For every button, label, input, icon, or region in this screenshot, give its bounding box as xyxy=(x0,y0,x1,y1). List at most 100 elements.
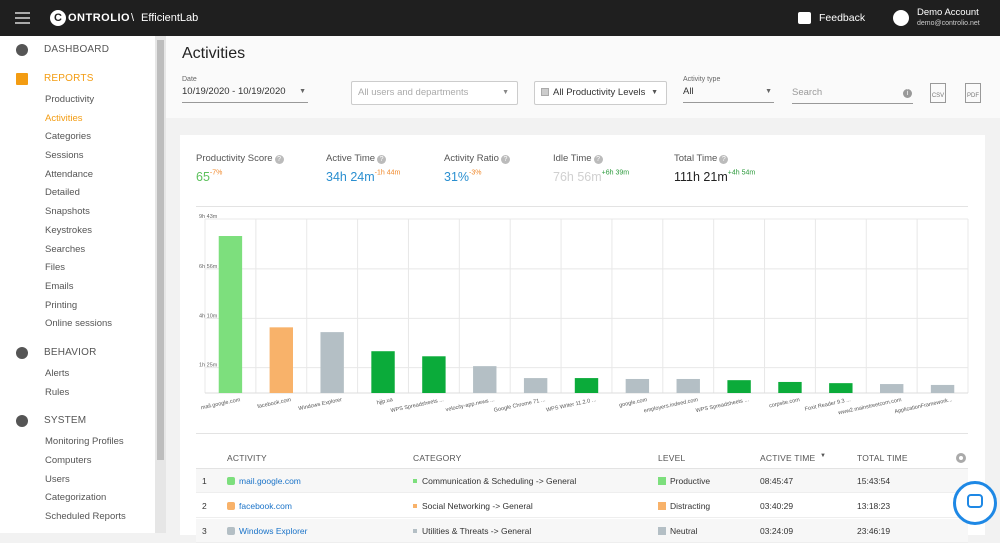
nav-item[interactable]: Sessions xyxy=(45,150,84,162)
y-tick-label: 9h 43m xyxy=(199,214,218,220)
stat-value: 34h 24m xyxy=(326,170,375,184)
level-text: Productive xyxy=(670,476,711,486)
levels-value: All Productivity Levels xyxy=(553,87,646,98)
feedback-button[interactable]: Feedback xyxy=(819,12,866,24)
nav-item[interactable]: Productivity xyxy=(45,94,95,105)
total-time: 15:43:54 xyxy=(857,476,891,486)
table-settings[interactable] xyxy=(956,453,966,463)
x-tick-label: mail.google.com xyxy=(200,397,241,411)
menu-button[interactable] xyxy=(15,12,30,24)
nav-section-label: REPORTS xyxy=(44,73,94,84)
nav-item[interactable]: Files xyxy=(45,262,66,274)
sidebar: DASHBOARD REPORTS Productivity Activities Ca… xyxy=(0,36,155,533)
level-chip xyxy=(658,502,666,510)
stat-label-text: Total Time xyxy=(674,153,718,164)
nav-icon xyxy=(16,415,28,428)
search-input[interactable]: Search i xyxy=(792,87,913,104)
stat-label-text: Idle Time xyxy=(553,153,592,164)
company: EfficientLab xyxy=(141,12,199,24)
date-picker[interactable]: 10/19/2020 - 10/19/2020 ▼ xyxy=(182,86,308,103)
nav-item[interactable]: Activities xyxy=(45,112,83,124)
stat-delta: +6h 39m xyxy=(601,169,630,177)
chart: 1h 25m 4h 10m 6h 56m 9h 43m mail.google.com f… xyxy=(199,214,969,417)
nav-section-title[interactable]: SYSTEM xyxy=(0,409,155,433)
nav-item[interactable]: Categorization xyxy=(45,492,107,504)
activity-link[interactable]: facebook.com xyxy=(239,501,292,511)
nav-section-title[interactable]: DASHBOARD xyxy=(0,38,155,62)
nav-section-title[interactable]: REPORTS xyxy=(0,67,155,91)
nav-item[interactable]: Monitoring Profiles xyxy=(45,436,124,448)
stat-value-row: 76h 56m+6h 39m xyxy=(553,168,629,186)
nav-item[interactable]: Attendance xyxy=(45,168,94,180)
chat-button[interactable] xyxy=(953,481,997,525)
page-title: Activities xyxy=(182,45,246,62)
nav-item[interactable]: Detailed xyxy=(45,187,80,199)
stat-value-row: 65-7% xyxy=(196,168,284,186)
nav-section-label: BEHAVIOR xyxy=(44,346,97,358)
activity-type-select[interactable]: All ▼ xyxy=(683,86,774,103)
nav-icon xyxy=(16,73,28,85)
bar xyxy=(320,332,344,393)
nav-item[interactable]: Rules xyxy=(45,386,70,398)
nav-item[interactable]: Emails xyxy=(45,280,74,292)
bar xyxy=(930,384,955,393)
y-tick-label: 1h 25m xyxy=(199,363,218,369)
scroll-thumb[interactable] xyxy=(157,40,164,460)
stat-delta: -3% xyxy=(469,169,482,177)
nav-section: REPORTS Productivity Activities Categories S… xyxy=(0,67,155,334)
stat: Idle Time? 76h 56m+6h 39m xyxy=(553,153,629,186)
sort-icon[interactable]: ▼ xyxy=(820,453,826,459)
date-value: 10/19/2020 - 10/19/2020 xyxy=(182,86,286,97)
activity-link[interactable]: Windows Explorer xyxy=(239,526,308,536)
nav-item[interactable]: Categories xyxy=(45,131,91,143)
stat-label: Idle Time? xyxy=(553,153,629,164)
search-placeholder: Search xyxy=(792,87,823,98)
date-label: Date xyxy=(182,76,197,83)
nav-item[interactable]: Searches xyxy=(45,243,86,255)
level-chip xyxy=(658,527,666,535)
top-bar: C ONTROLIO \ EfficientLab Feedback Demo … xyxy=(0,0,1000,36)
category-cell: Utilities & Threats -> General xyxy=(413,526,531,536)
account-name[interactable]: Demo Account xyxy=(917,7,979,18)
nav-item[interactable]: Snapshots xyxy=(45,206,90,218)
x-tick-label: hjjp.ua xyxy=(376,397,394,406)
stat-label: Activity Ratio? xyxy=(444,153,510,164)
nav-icon xyxy=(16,346,28,359)
stat-value-row: 31%-3% xyxy=(444,168,510,186)
x-tick-label: google.com xyxy=(619,397,648,409)
column-header: ACTIVE TIME xyxy=(760,453,816,463)
row-bg xyxy=(196,494,968,518)
stat-label: Active Time? xyxy=(326,153,400,164)
nav-section-label: SYSTEM xyxy=(44,415,87,427)
level-text: Neutral xyxy=(670,526,698,536)
nav-section: SYSTEM Monitoring Profiles Computers Users C… xyxy=(0,409,155,526)
x-tick-label: WPS Spreadsheets ... xyxy=(695,397,750,414)
activity-cell: facebook.com xyxy=(227,501,292,511)
category-cell: Social Networking -> General xyxy=(413,501,533,511)
active-time: 08:45:47 xyxy=(760,476,794,486)
nav-item[interactable]: Users xyxy=(45,473,70,485)
stat-value: 65 xyxy=(196,170,210,184)
nav-section-title[interactable]: BEHAVIOR xyxy=(0,341,155,365)
activity-link[interactable]: mail.google.com xyxy=(239,476,301,486)
brand: ONTROLIO xyxy=(68,12,131,24)
site-icon xyxy=(227,527,235,535)
category-text: Utilities & Threats -> General xyxy=(422,526,532,536)
nav-item[interactable]: Scheduled Reports xyxy=(45,511,126,523)
total-time: 23:46:19 xyxy=(857,526,891,536)
levels-select[interactable]: All Productivity Levels ▼ xyxy=(534,81,667,105)
help-icon: ? xyxy=(377,155,387,164)
csv-export[interactable]: CSV xyxy=(930,83,946,103)
nav-item[interactable]: Online sessions xyxy=(45,318,113,330)
nav-item[interactable]: Computers xyxy=(45,455,92,466)
pdf-export[interactable]: PDF xyxy=(965,83,981,103)
users-select[interactable]: All users and departments ▼ xyxy=(351,81,518,105)
nav-item[interactable]: Printing xyxy=(45,299,78,311)
y-tick-label: 4h 10m xyxy=(199,313,218,319)
nav-item[interactable]: Keystrokes xyxy=(45,224,92,236)
bar xyxy=(574,378,599,393)
nav-item[interactable]: Alerts xyxy=(45,367,70,379)
help-icon: ? xyxy=(274,155,284,164)
stat-label: Total Time? xyxy=(674,153,755,164)
account-icon[interactable] xyxy=(893,10,909,26)
